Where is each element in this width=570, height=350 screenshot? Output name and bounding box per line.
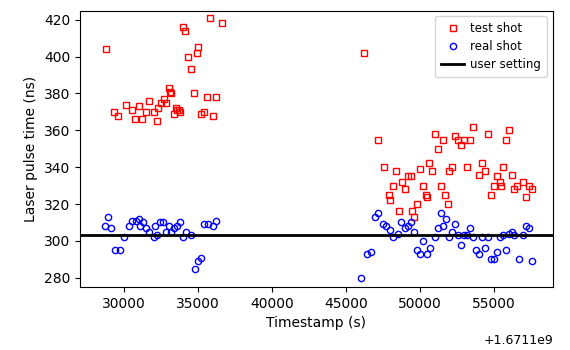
real shot	[357, 276, 364, 280]
Line: real shot: real shot	[102, 210, 535, 281]
real shot	[180, 235, 187, 239]
X-axis label: Timestamp (s): Timestamp (s)	[266, 316, 367, 330]
real shot	[101, 224, 108, 228]
test shot	[171, 112, 178, 116]
test shot	[529, 187, 536, 191]
real shot	[424, 252, 431, 256]
test shot	[162, 100, 169, 105]
real shot	[107, 226, 114, 230]
real shot	[375, 211, 382, 215]
real shot	[475, 252, 482, 256]
test shot	[410, 215, 417, 219]
real shot	[177, 220, 184, 225]
real shot	[529, 259, 536, 263]
real shot	[397, 220, 404, 225]
test shot	[402, 187, 409, 191]
test shot	[206, 16, 213, 20]
test shot	[154, 106, 161, 110]
Y-axis label: Laser pulse time (ns): Laser pulse time (ns)	[24, 76, 38, 222]
test shot	[449, 165, 456, 169]
Text: +1.6711e9: +1.6711e9	[483, 334, 553, 346]
test shot	[103, 47, 110, 51]
test shot	[478, 161, 485, 166]
Line: test shot: test shot	[103, 15, 535, 220]
Legend: test shot, real shot, user setting: test shot, real shot, user setting	[435, 16, 547, 77]
